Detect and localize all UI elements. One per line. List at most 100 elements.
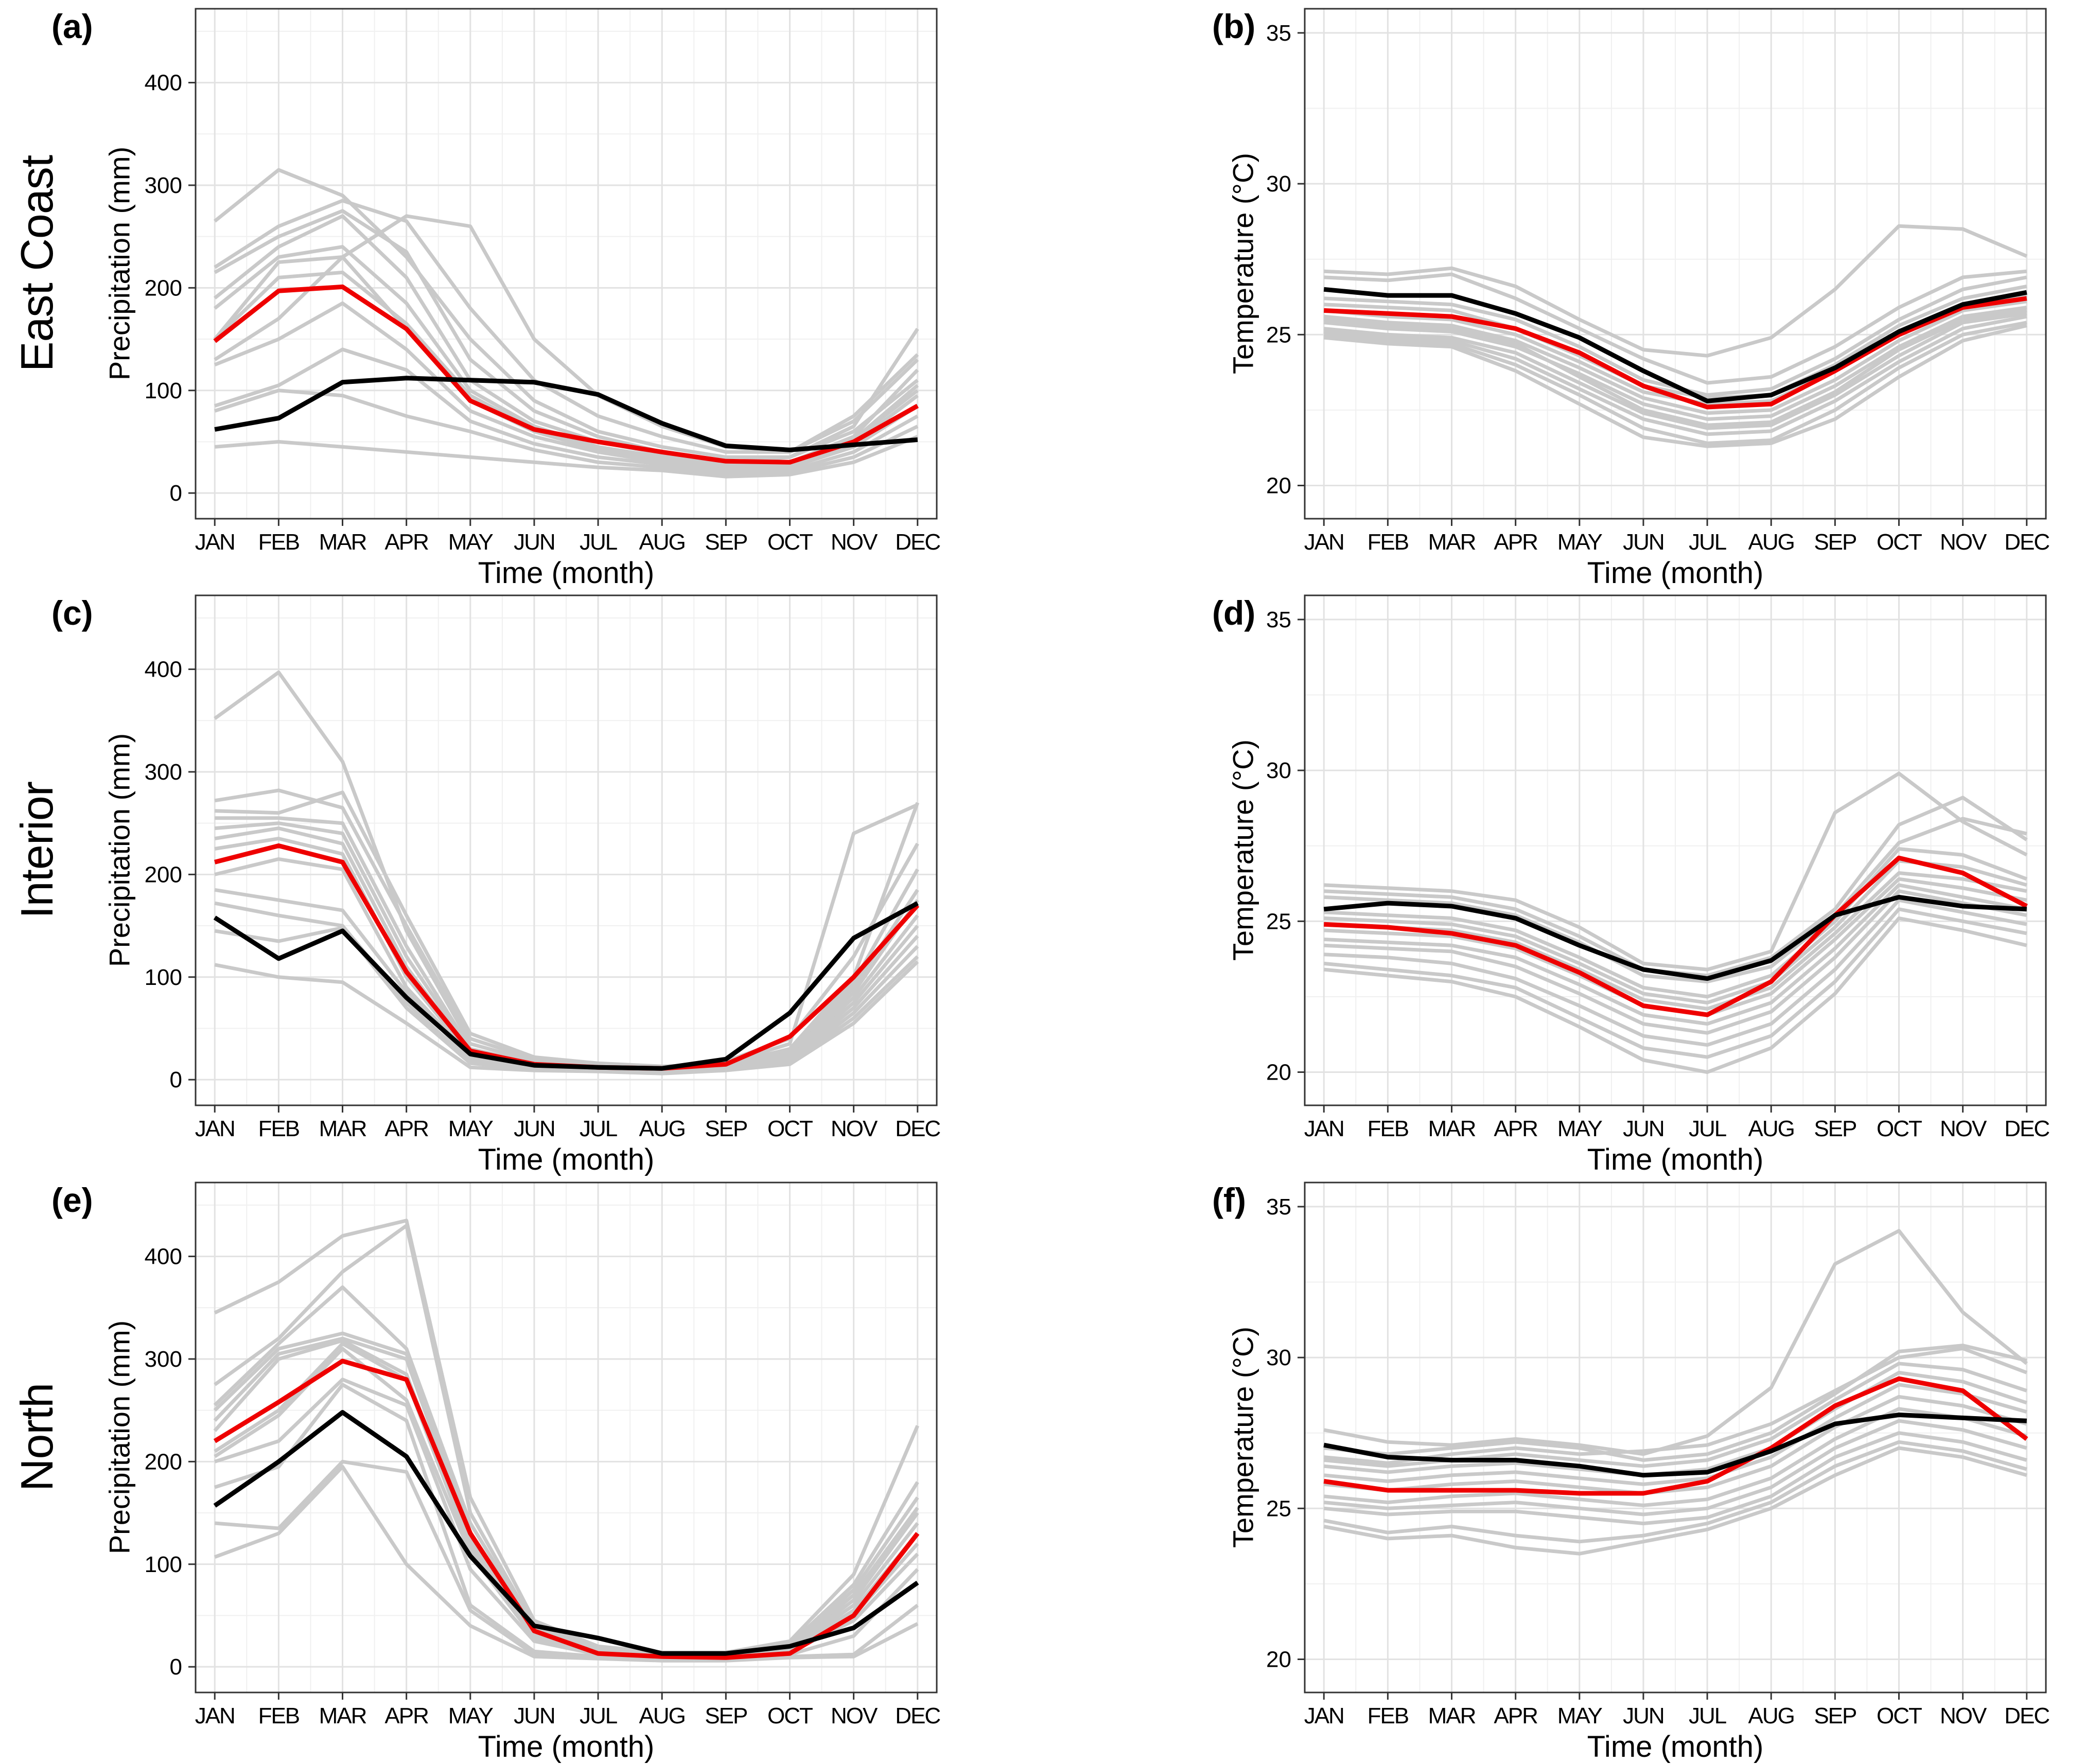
x-tick-label: SEP [1814, 1116, 1856, 1141]
series-gray-12 [214, 1465, 919, 1663]
series-gray-12 [214, 960, 919, 1075]
series-gray-9 [214, 347, 919, 474]
x-tick-label: OCT [1877, 1703, 1922, 1728]
panel-border [195, 8, 938, 520]
x-axis-title-b: Time (month) [1587, 556, 1764, 590]
x-tick-label: AUG [639, 1703, 685, 1728]
x-axis-title-a: Time (month) [478, 556, 655, 590]
x-axis-title-f: Time (month) [1587, 1730, 1764, 1763]
series-gray-8 [1324, 883, 2027, 1026]
panel-f: (f) Temperature (°C) JAN FEB MAR APR MAY JUN J… [1042, 1174, 2085, 1763]
panel-b: (b) Temperature (°C) JAN FEB MAR APR MAY JUN J… [1042, 0, 2085, 590]
x-tick-label: JUL [1689, 1703, 1727, 1728]
x-tick-label: JUN [514, 1703, 555, 1728]
y-axis-title-c: Precipitation (mm) [103, 733, 136, 967]
series-gray-12 [1323, 916, 2027, 1074]
x-tick-label: NOV [831, 1116, 878, 1141]
y-tick-label: 400 [145, 1244, 182, 1269]
x-tick-label: JAN [195, 1703, 235, 1728]
x-tick-label: SEP [1814, 530, 1856, 555]
y-axis-title-a: Precipitation (mm) [103, 146, 136, 381]
y-tick-label: 200 [145, 1449, 182, 1474]
y-axis-title-e: Precipitation (mm) [103, 1320, 136, 1555]
x-tick-label: JAN [195, 530, 235, 555]
x-tick-label: AUG [1748, 1703, 1794, 1728]
y-tick-label: 35 [1266, 21, 1291, 46]
x-tick-label: FEB [1368, 1703, 1409, 1728]
y-axis-title-d: Temperature (°C) [1227, 739, 1259, 961]
y-tick-label: 20 [1266, 473, 1291, 498]
x-axis-title-e: Time (month) [478, 1730, 655, 1763]
series-gray-8 [1323, 1407, 2027, 1507]
x-tick-label: JAN [195, 1116, 235, 1141]
x-tick-label: DEC [895, 530, 940, 555]
x-tick-label: AUG [639, 530, 685, 555]
x-axis-title-d: Time (month) [1587, 1143, 1764, 1176]
panel-border [1304, 8, 2047, 520]
series-gray-3 [214, 209, 919, 464]
plot-area-a: JAN FEB MAR APR MAY JUN JUL AUG SEP OCT NOV DEC 0 100… [145, 8, 941, 555]
panel-d: (d) Temperature (°C) JAN FEB MAR APR MAY JUN J… [1042, 587, 2085, 1176]
series-gray-4 [1324, 847, 2028, 999]
series-gray-11 [214, 435, 919, 479]
panel-letter-c: (c) [51, 594, 93, 632]
y-tick-label: 0 [170, 1067, 182, 1092]
series-gray-6 [1323, 1383, 2027, 1486]
panel-a: (a) East Coast Precipitation (mm) JAN FEB… [0, 0, 1042, 590]
series-gray-3 [1323, 1347, 2028, 1465]
panel-border [1304, 1181, 2047, 1694]
x-tick-label: FEB [258, 1116, 300, 1141]
series-gray-12 [1323, 1446, 2027, 1556]
x-tick-label: MAY [448, 1703, 494, 1728]
x-tick-label: DEC [2004, 530, 2049, 555]
series-red [1323, 296, 2027, 410]
series-gray-1 [1323, 1229, 2028, 1456]
series-gray-4 [1324, 285, 2027, 400]
panel-letter-d: (d) [1212, 594, 1256, 632]
series-gray-10 [1323, 1431, 2027, 1526]
x-tick-label: JUN [1623, 530, 1664, 555]
series-gray-10 [1324, 898, 2027, 1047]
x-tick-label: APR [384, 1703, 428, 1728]
panel-letter-a: (a) [51, 7, 93, 45]
x-tick-label: APR [1494, 1116, 1537, 1141]
y-tick-label: 35 [1266, 607, 1291, 632]
plot-area-e: JAN FEB MAR APR MAY JUN JUL AUG SEP OCT NOV DEC 0 100… [145, 1181, 941, 1728]
series-gray-1 [1324, 771, 2028, 972]
y-tick-label: 300 [145, 760, 182, 785]
y-tick-label: 25 [1266, 1496, 1291, 1521]
x-tick-label: FEB [1368, 530, 1409, 555]
series-gray-10 [214, 1383, 919, 1661]
series-gray-7 [214, 214, 919, 454]
panel-letter-b: (b) [1212, 7, 1256, 45]
x-tick-label: NOV [1940, 530, 1987, 555]
x-tick-label: OCT [1877, 1116, 1922, 1141]
x-tick-label: JUN [1623, 1703, 1664, 1728]
y-tick-label: 100 [145, 965, 182, 990]
x-tick-label: MAY [448, 530, 494, 555]
x-tick-label: FEB [1368, 1116, 1409, 1141]
row-label-east-coast: East Coast [11, 155, 62, 372]
x-tick-label: JUL [580, 1116, 618, 1141]
y-tick-label: 30 [1266, 758, 1291, 783]
x-tick-label: FEB [258, 530, 300, 555]
y-tick-label: 25 [1266, 909, 1291, 934]
x-tick-label: NOV [1940, 1116, 1987, 1141]
panel-border [195, 1181, 938, 1694]
series-gray-9 [1324, 889, 2027, 1035]
x-tick-label: MAR [319, 530, 366, 555]
series-gray-7 [1323, 306, 2027, 421]
x-tick-label: OCT [767, 530, 813, 555]
series-gray-8 [1323, 311, 2027, 430]
x-tick-label: MAY [1557, 530, 1603, 555]
panel-border [195, 594, 938, 1106]
x-tick-label: OCT [1877, 530, 1922, 555]
y-tick-label: 200 [145, 862, 182, 887]
x-tick-label: JUL [1689, 530, 1727, 555]
series-gray-10 [214, 389, 919, 477]
x-tick-label: JUN [514, 530, 555, 555]
series-gray-11 [1323, 907, 2027, 1059]
series-gray-2 [1324, 269, 2027, 385]
series-black [1323, 1413, 2027, 1478]
